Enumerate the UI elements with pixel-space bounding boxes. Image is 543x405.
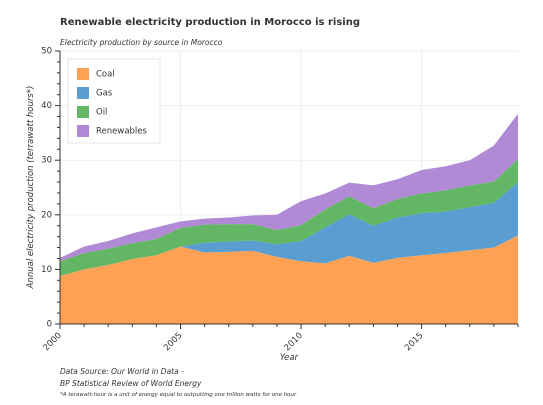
area-gas: [60, 182, 518, 276]
legend-swatch-gas: [77, 87, 89, 99]
y-tick-label: 0: [47, 320, 52, 330]
x-ticks: 2000 2005 2010 2015: [42, 324, 519, 353]
y-tick-label: 50: [41, 47, 52, 57]
area-series: [60, 113, 518, 324]
legend: Coal Gas Oil Renewables: [67, 58, 161, 144]
chart-subtitle: Electricity production by source in Moro…: [60, 38, 223, 47]
x-tick-label: 2010: [283, 331, 305, 353]
footer-source-line-1: Data Source: Our World in Data -: [60, 367, 184, 376]
footer-source-line-2: BP Statistical Review of World Energy: [60, 379, 202, 388]
footnote: *A terawatt-hour is a unit of energy equ…: [60, 392, 297, 398]
chart-title: Renewable electricity production in Moro…: [60, 17, 360, 28]
legend-swatch-oil: [77, 106, 89, 118]
legend-label-gas: Gas: [96, 89, 113, 99]
legend-label-renewables: Renewables: [96, 127, 148, 137]
axes: [59, 51, 518, 325]
legend-swatch-renewables: [77, 125, 89, 137]
legend-label-coal: Coal: [96, 70, 115, 80]
area-renewables: [60, 113, 518, 262]
legend-label-oil: Oil: [96, 108, 107, 118]
x-tick-label: 2005: [162, 331, 184, 353]
y-ticks: 0 10 20 30 40 50: [41, 47, 60, 330]
x-axis-label: Year: [280, 353, 299, 363]
area-coal: [60, 235, 518, 324]
legend-swatch-coal: [77, 68, 89, 80]
x-tick-label: 2015: [403, 331, 425, 353]
y-axis-label: Annual electricity production (terrawatt…: [26, 86, 36, 290]
area-oil: [60, 159, 518, 276]
y-tick-label: 10: [41, 265, 52, 275]
x-tick-label: 2000: [42, 331, 64, 353]
y-tick-label: 20: [41, 210, 52, 220]
y-tick-label: 30: [41, 156, 52, 166]
y-tick-label: 40: [41, 101, 52, 111]
